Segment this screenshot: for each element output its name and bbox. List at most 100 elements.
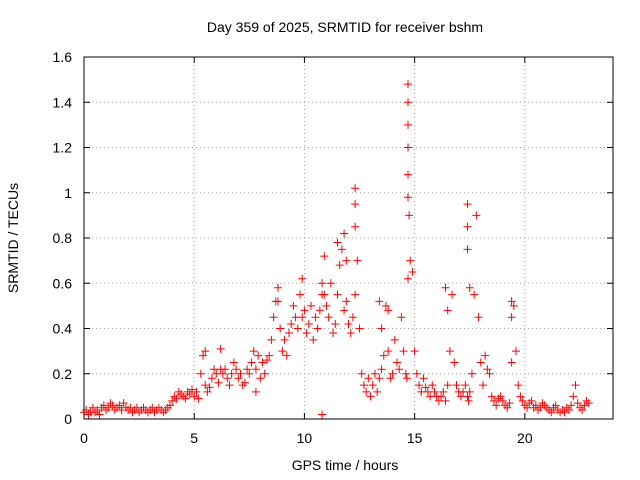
y-tick-label: 1.2	[53, 140, 73, 156]
x-axis-label: GPS time / hours	[292, 457, 399, 473]
data-point	[404, 143, 413, 152]
data-point	[333, 290, 342, 299]
data-point	[313, 324, 322, 333]
data-point	[478, 381, 487, 390]
data-point	[470, 290, 479, 299]
data-point	[320, 252, 329, 261]
x-tick-label: 5	[190, 430, 198, 446]
data-point	[516, 392, 525, 401]
data-point	[223, 374, 232, 383]
data-point	[88, 403, 97, 412]
data-point	[441, 283, 450, 292]
data-point	[518, 396, 527, 405]
data-point	[399, 347, 408, 356]
data-point	[465, 387, 474, 396]
data-point	[298, 274, 307, 283]
data-point	[476, 358, 485, 367]
data-point	[95, 410, 104, 419]
data-point	[560, 408, 569, 417]
data-point	[498, 396, 507, 405]
data-point	[190, 392, 199, 401]
data-point	[386, 374, 395, 383]
data-point	[496, 392, 505, 401]
data-point	[165, 401, 174, 410]
x-tick-label: 0	[80, 430, 88, 446]
data-point	[415, 381, 424, 390]
data-point	[404, 98, 413, 107]
data-point	[461, 381, 470, 390]
data-point	[201, 381, 210, 390]
data-point	[188, 385, 197, 394]
data-point	[505, 399, 514, 408]
data-point	[584, 399, 593, 408]
data-point	[344, 319, 353, 328]
data-point	[322, 301, 331, 310]
data-point	[406, 256, 415, 265]
tick-labels-layer: 0 5 10 15 20 0 0.2 0.4 0.6 0.8 1 1.2 1.4 1.6	[53, 49, 533, 446]
data-point	[567, 401, 576, 410]
data-point	[507, 297, 516, 306]
data-point	[324, 313, 333, 322]
data-point	[280, 335, 289, 344]
data-point	[340, 229, 349, 238]
data-point	[276, 324, 285, 333]
x-tick-label: 15	[407, 430, 423, 446]
data-point	[342, 256, 351, 265]
data-point	[251, 365, 260, 374]
data-point	[293, 324, 302, 333]
data-point	[551, 401, 560, 410]
data-point	[311, 313, 320, 322]
data-point	[302, 329, 311, 338]
data-point	[236, 369, 245, 378]
data-point	[93, 405, 102, 414]
data-point	[370, 369, 379, 378]
data-point	[227, 369, 236, 378]
data-point	[514, 381, 523, 390]
data-point	[287, 319, 296, 328]
data-point	[300, 306, 309, 315]
data-point	[296, 290, 305, 299]
data-point	[326, 279, 335, 288]
data-point	[232, 365, 241, 374]
y-tick-label: 0	[64, 411, 72, 427]
y-tick-label: 1.6	[53, 49, 73, 65]
data-point	[269, 313, 278, 322]
data-point	[392, 358, 401, 367]
data-point	[573, 399, 582, 408]
data-point	[472, 211, 481, 220]
data-point	[298, 313, 307, 322]
data-point	[388, 369, 397, 378]
data-point	[243, 365, 252, 374]
data-point	[329, 329, 338, 338]
data-point	[375, 297, 384, 306]
data-point	[397, 313, 406, 322]
data-point	[282, 351, 291, 360]
chart-title: Day 359 of 2025, SRMTID for receiver bsh…	[207, 19, 483, 35]
data-point	[531, 401, 540, 410]
data-point	[443, 381, 452, 390]
data-point	[430, 387, 439, 396]
data-point	[181, 394, 190, 403]
data-point	[375, 374, 384, 383]
data-point	[547, 408, 556, 417]
data-point	[273, 283, 282, 292]
data-point	[229, 358, 238, 367]
data-point	[256, 374, 265, 383]
data-point	[249, 347, 258, 356]
data-point	[342, 297, 351, 306]
data-point	[99, 401, 108, 410]
data-point	[315, 306, 324, 315]
data-point	[333, 238, 342, 247]
data-point	[384, 306, 393, 315]
data-point	[304, 319, 313, 328]
data-point	[247, 358, 256, 367]
data-point	[463, 245, 472, 254]
data-point	[404, 80, 413, 89]
data-point	[335, 261, 344, 270]
data-point	[487, 392, 496, 401]
ticks-layer	[83, 56, 613, 420]
data-point	[267, 335, 276, 344]
data-point	[450, 358, 459, 367]
data-point	[218, 369, 227, 378]
